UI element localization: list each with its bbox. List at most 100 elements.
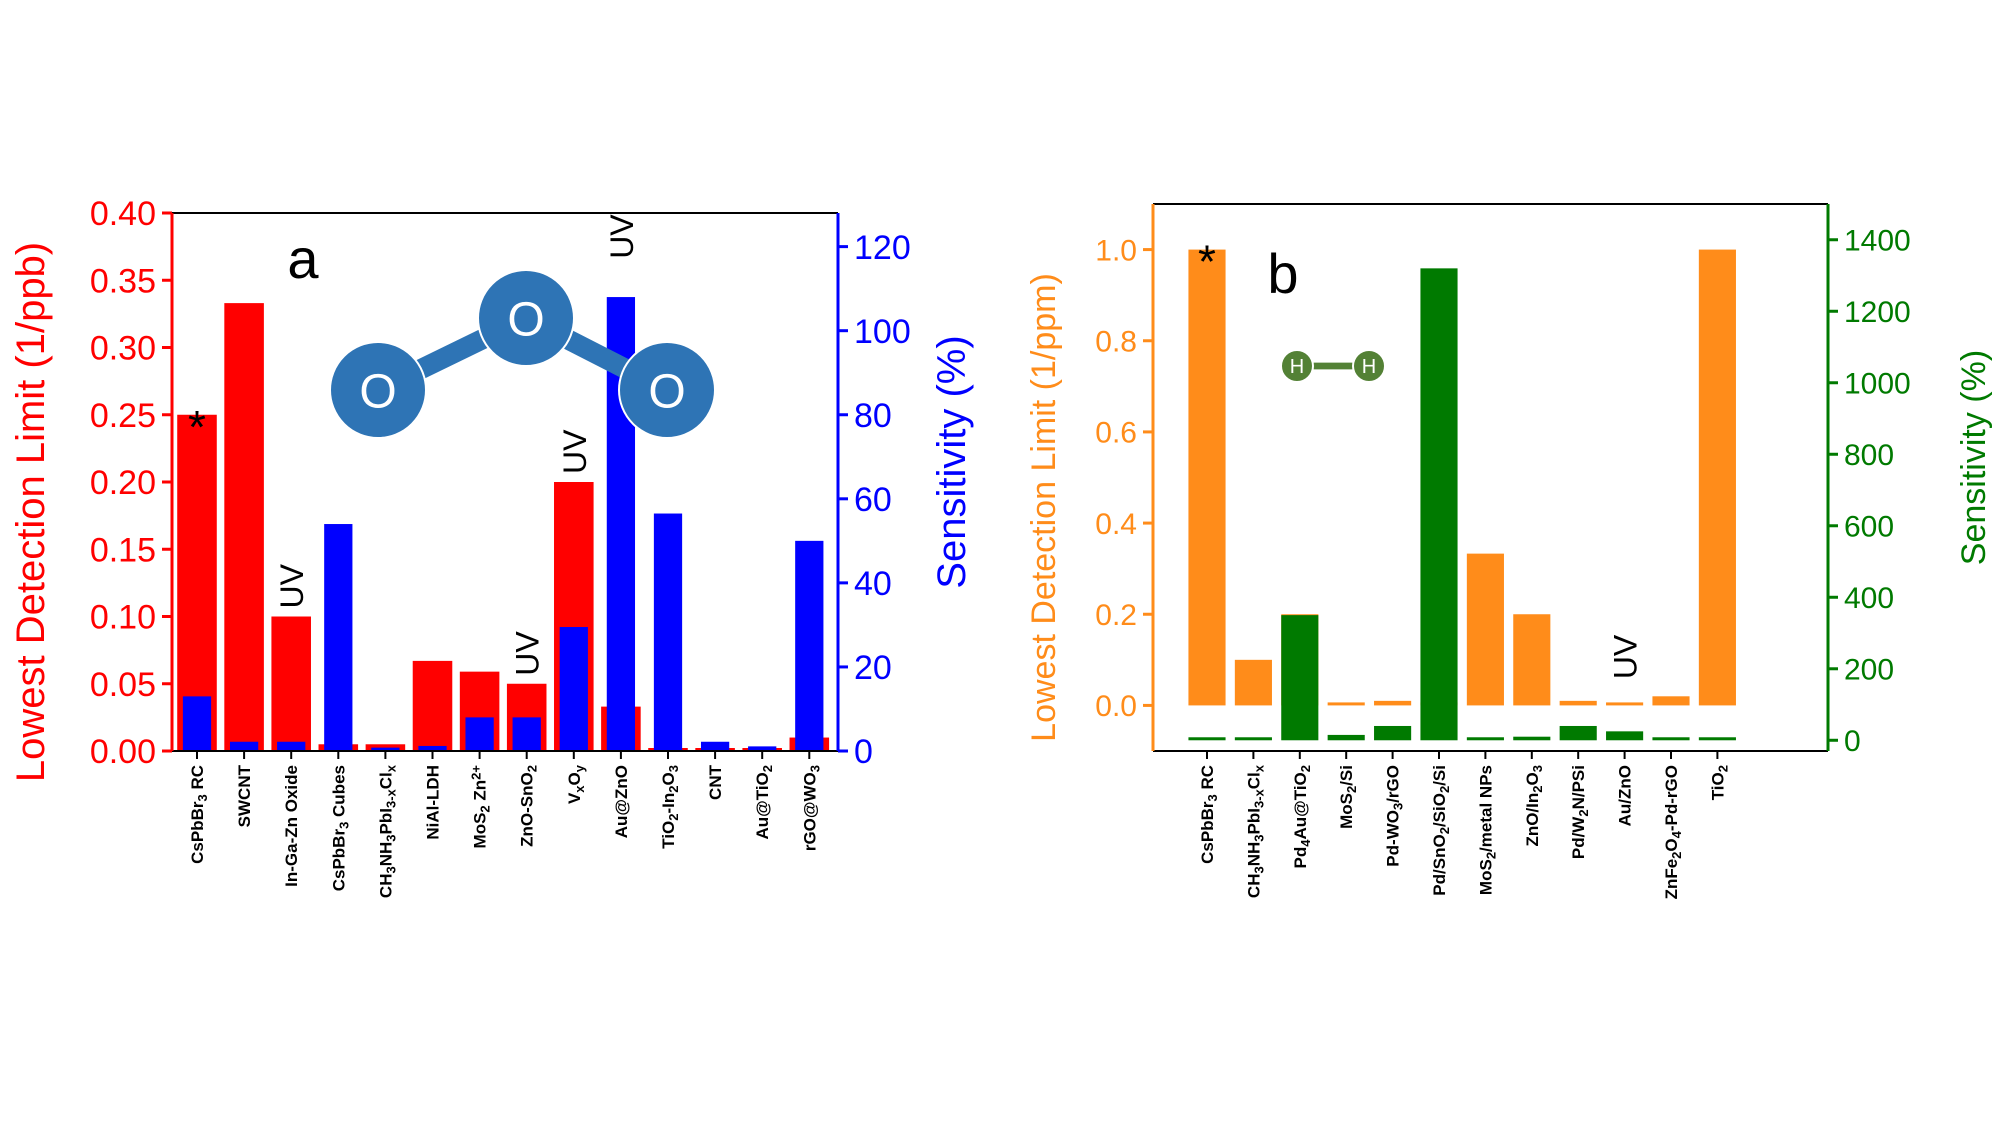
category-label: CsPbBr3 RC [1198, 765, 1220, 864]
annotation-uv: UV [510, 631, 546, 676]
left-tick-label: 0.05 [90, 666, 156, 704]
category-label: NiAl-LDH [424, 765, 443, 840]
category-label: ZnFe2O4-Pd-rGO [1662, 765, 1684, 899]
ozone-molecule-icon: O O O [329, 269, 716, 439]
category-label: MoS2 Zn2+ [468, 765, 492, 849]
category-label: CH3NH3PbI3-xClx [376, 764, 398, 898]
bar [1281, 615, 1319, 741]
bar [1327, 734, 1365, 741]
bar [324, 524, 353, 751]
molecule-atom [618, 341, 716, 439]
category-label: Au@TiO2 [753, 765, 775, 840]
left-axis-title: Lowest Detection Limit (1/ppb) [9, 242, 53, 782]
annotation-asterisk: * [1198, 236, 1216, 288]
bar [277, 741, 306, 751]
left-tick-label: 0.8 [1095, 326, 1137, 359]
right-tick-label: 120 [854, 229, 911, 267]
right-axis-title: Sensitivity (%) [930, 335, 974, 588]
bar [653, 513, 683, 751]
right-tick-label: 80 [854, 397, 892, 435]
chart-panel-a: 0.00 0.05 0.10 0.15 0.20 0.25 0.30 0.35 0.40 0 20 4… [9, 195, 974, 898]
left-tick-label: 0.30 [90, 330, 156, 368]
left-tick-label: 0.6 [1095, 417, 1137, 450]
right-axis-title: Sensitivity (%) [1955, 350, 1993, 565]
left-tick-label: 0.35 [90, 262, 156, 300]
bar [559, 627, 588, 751]
molecule-atom-symbol: O [507, 293, 544, 346]
chart-panel-b: 0.0 0.2 0.4 0.6 0.8 1.0 0 200 400 600 800 1000 1200 1… [1025, 203, 1993, 899]
left-tick-label: 0.40 [90, 195, 156, 233]
bar [1188, 737, 1226, 741]
category-label: VxOy [565, 764, 587, 804]
molecule-atom-symbol: H [1290, 356, 1304, 378]
bar [229, 741, 259, 751]
annotation-uv: UV [604, 214, 640, 259]
right-tick-label: 200 [1844, 654, 1894, 687]
left-tick-label: 0.25 [90, 397, 156, 435]
bar [1234, 737, 1272, 741]
right-tick-label: 60 [854, 481, 892, 519]
left-axis-title: Lowest Detection Limit (1/ppm) [1025, 273, 1063, 742]
right-tick-label: 1000 [1844, 368, 1911, 401]
category-label: CH3NH3PbI3-xClx [1244, 764, 1266, 898]
bar [1606, 731, 1644, 741]
right-tick-label: 20 [854, 649, 892, 687]
category-label: TiO2-In2O3 [659, 765, 681, 849]
bar [465, 717, 494, 751]
bar [795, 540, 824, 751]
bar [1513, 736, 1551, 741]
right-tick-label: 0 [854, 733, 873, 771]
molecule-atom-symbol: O [359, 365, 396, 418]
left-tick-label: 0.20 [90, 464, 156, 502]
bar [700, 741, 730, 751]
bar [1420, 268, 1458, 741]
bar [1559, 725, 1597, 741]
category-label: In-Ga-Zn Oxide [282, 765, 301, 887]
category-label: Pd4Au@TiO2 [1291, 765, 1313, 868]
left-tick-label: 0.15 [90, 531, 156, 569]
bar [1374, 700, 1412, 706]
bar [1698, 249, 1736, 706]
category-label: CNT [706, 764, 725, 800]
molecule-atom [477, 269, 575, 367]
category-label: MoS2/metal NPs [1476, 765, 1498, 895]
right-tick-label: 800 [1844, 439, 1894, 472]
bar [1466, 737, 1504, 741]
molecule-atom [1280, 349, 1314, 383]
bar [182, 696, 212, 751]
right-tick-label: 40 [854, 565, 892, 603]
right-tick-label: 1200 [1844, 296, 1911, 329]
bar [1606, 702, 1644, 706]
category-label: MoS2/Si [1337, 765, 1359, 829]
bar [1513, 614, 1551, 706]
bar [1698, 737, 1736, 741]
category-label: rGO@WO3 [800, 765, 822, 851]
right-tick-label: 1400 [1844, 225, 1911, 258]
left-tick-label: 0.0 [1095, 690, 1137, 723]
category-label: Au@ZnO [612, 765, 631, 838]
annotation-asterisk: * [188, 401, 206, 453]
category-label: CsPbBr3 RC [188, 765, 210, 864]
category-label: Pd/SnO2/SiO2/Si [1430, 765, 1452, 896]
left-tick-label: 1.0 [1095, 234, 1137, 267]
molecule-atom [329, 341, 427, 439]
panel-label: a [287, 227, 319, 290]
left-tick-label: 0.00 [90, 733, 156, 771]
molecule-atom-symbol: H [1362, 356, 1376, 378]
bar [418, 745, 447, 751]
annotation-uv: UV [1608, 634, 1644, 679]
right-tick-label: 100 [854, 313, 911, 351]
category-label: ZnO-SnO2 [518, 765, 540, 847]
bar [1652, 737, 1690, 741]
molecule-atom-symbol: O [648, 365, 685, 418]
bar [224, 303, 264, 751]
category-label: SWCNT [235, 764, 254, 827]
category-label: Pd-WO3/rGO [1384, 765, 1406, 867]
category-label: TiO2 [1708, 765, 1730, 800]
bar [371, 747, 400, 751]
right-tick-label: 400 [1844, 582, 1894, 615]
right-tick-label: 600 [1844, 511, 1894, 544]
bar [1374, 725, 1412, 741]
right-tick-label: 0 [1844, 725, 1861, 758]
